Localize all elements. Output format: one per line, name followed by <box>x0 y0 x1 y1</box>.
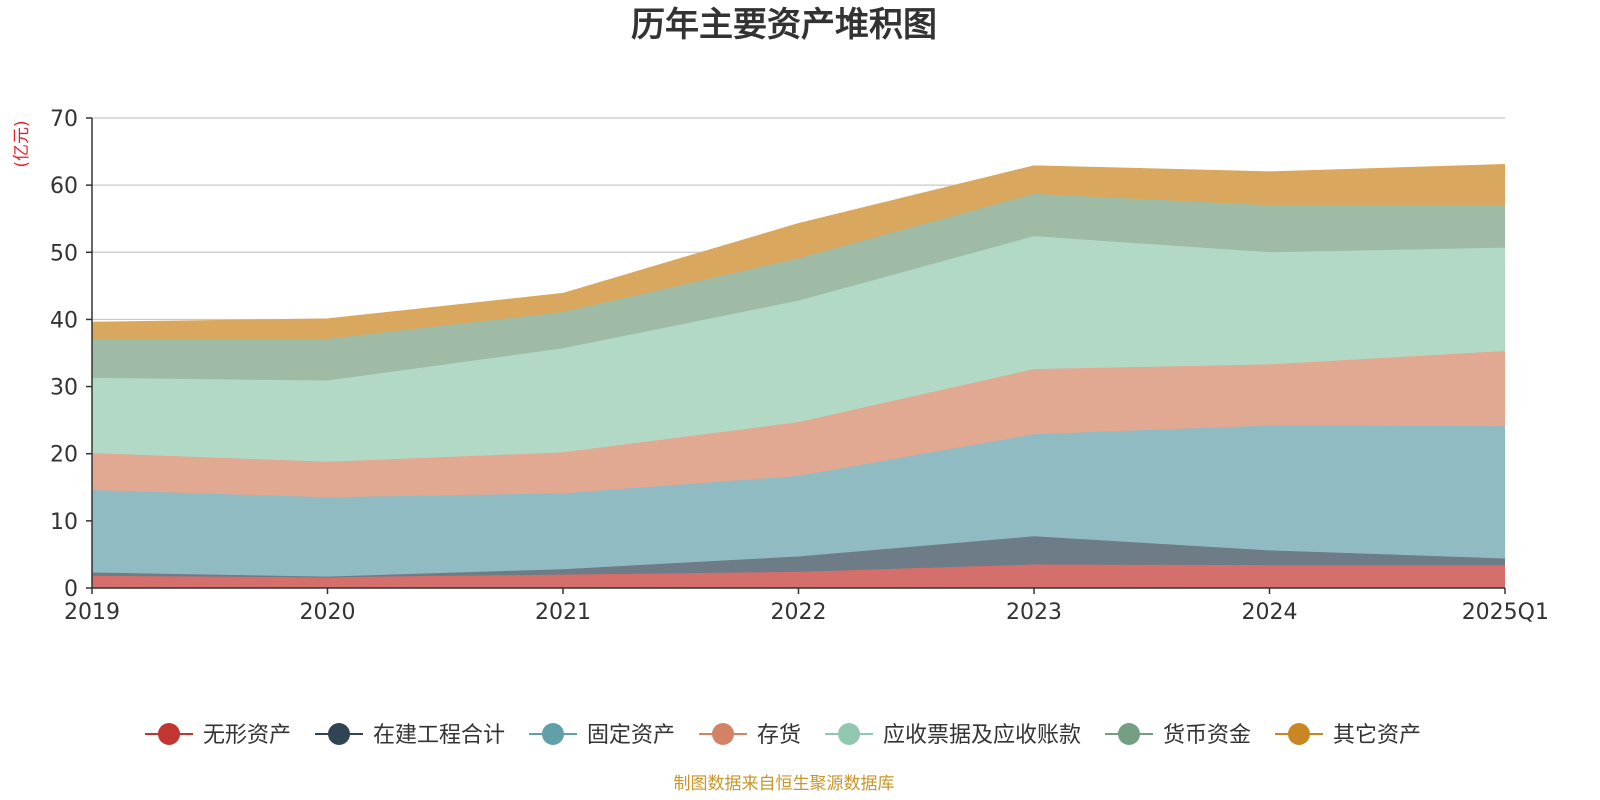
x-tick-label-4: 2023 <box>1006 600 1062 625</box>
area-series-2[interactable] <box>92 425 1505 577</box>
y-tick-label-0: 0 <box>64 577 78 602</box>
legend-label-2: 固定资产 <box>587 723 675 748</box>
y-tick-label-7: 70 <box>50 107 78 132</box>
legend-marker-3 <box>712 723 734 745</box>
y-tick-label-2: 20 <box>50 443 78 468</box>
legend-item-5[interactable]: 货币资金 <box>1105 723 1251 748</box>
legend-item-0[interactable]: 无形资产 <box>145 723 291 748</box>
y-axis-unit-label: (亿元) <box>12 120 32 167</box>
y-tick-label-5: 50 <box>50 241 78 266</box>
data-source-note: 制图数据来自恒生聚源数据库 <box>674 774 895 794</box>
y-tick-label-6: 60 <box>50 174 78 199</box>
x-tick-label-1: 2020 <box>300 600 356 625</box>
legend-item-1[interactable]: 在建工程合计 <box>315 723 505 748</box>
legend-item-6[interactable]: 其它资产 <box>1275 723 1421 748</box>
area-series-3[interactable] <box>92 350 1505 498</box>
y-tick-label-1: 10 <box>50 510 78 535</box>
legend-label-4: 应收票据及应收账款 <box>883 723 1081 748</box>
chart-title: 历年主要资产堆积图 <box>631 5 937 45</box>
area-series-4[interactable] <box>92 236 1505 462</box>
x-tick-label-0: 2019 <box>64 600 120 625</box>
legend-marker-5 <box>1118 723 1140 745</box>
legend-item-2[interactable]: 固定资产 <box>529 723 675 748</box>
legend-marker-6 <box>1288 723 1310 745</box>
x-tick-label-5: 2024 <box>1242 600 1298 625</box>
series-line-4 <box>91 235 1506 382</box>
x-tick-label-6: 2025Q1 <box>1462 600 1549 625</box>
area-series-group <box>91 164 1506 589</box>
x-tick-label-2: 2021 <box>535 600 591 625</box>
legend-label-6: 其它资产 <box>1333 723 1421 748</box>
axes: 0 10 20 30 40 50 60 70 2019 2020 2021 2022 2023 2024 2… <box>50 107 1549 625</box>
legend-label-3: 存货 <box>757 723 801 748</box>
y-tick-label-4: 40 <box>50 308 78 333</box>
legend-marker-0 <box>158 723 180 745</box>
area-series-0[interactable] <box>92 564 1505 589</box>
y-tick-label-3: 30 <box>50 376 78 401</box>
area-series-5[interactable] <box>92 193 1505 381</box>
legend-item-3[interactable]: 存货 <box>699 723 801 748</box>
legend: 无形资产 在建工程合计 固定资产 存货 应收票据及应收账款 货币资金 其它资产 <box>145 723 1421 748</box>
legend-item-4[interactable]: 应收票据及应收账款 <box>825 723 1081 748</box>
legend-label-0: 无形资产 <box>203 723 291 748</box>
legend-marker-1 <box>328 723 350 745</box>
area-series-6[interactable] <box>92 165 1505 339</box>
legend-marker-4 <box>838 723 860 745</box>
series-line-6 <box>91 164 1506 324</box>
x-tick-label-3: 2022 <box>771 600 827 625</box>
legend-label-5: 货币资金 <box>1163 723 1251 748</box>
legend-marker-2 <box>542 723 564 745</box>
legend-label-1: 在建工程合计 <box>373 723 505 748</box>
